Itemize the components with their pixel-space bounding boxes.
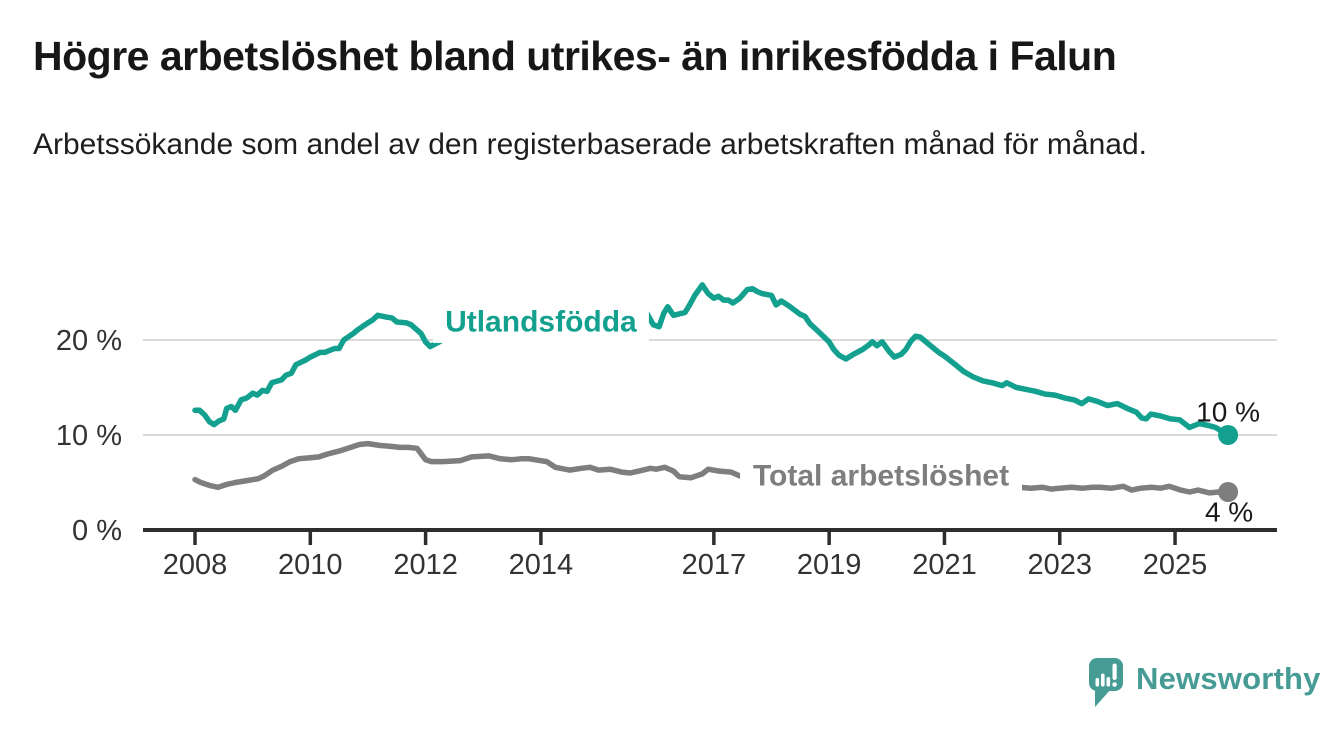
series-label-total: Total arbetslöshet bbox=[753, 459, 1009, 492]
x-tick-label-2012: 2012 bbox=[393, 549, 458, 581]
chart-subtitle: Arbetssökande som andel av den registerb… bbox=[33, 128, 1147, 161]
end-value-label-utlandsfodda: 10 % bbox=[1196, 397, 1260, 428]
y-tick-label-10pct: 10 % bbox=[56, 420, 122, 452]
end-dot-total bbox=[1218, 482, 1239, 502]
x-tick-label-2008: 2008 bbox=[163, 549, 228, 581]
series-label-utlandsfodda: Utlandsfödda bbox=[445, 305, 637, 338]
x-tick-label-2023: 2023 bbox=[1027, 549, 1092, 581]
newsworthy-wordmark: Newsworthy bbox=[1136, 661, 1321, 696]
series-line-total bbox=[192, 440, 1231, 496]
x-tick-label-2014: 2014 bbox=[509, 549, 574, 581]
y-tick-label-0pct: 0 % bbox=[72, 515, 122, 547]
page-title: Högre arbetslöshet bland utrikes- än inr… bbox=[33, 33, 1117, 79]
x-tick-label-2021: 2021 bbox=[912, 549, 977, 581]
speech-bubble-bar-chart-icon bbox=[1089, 658, 1123, 707]
series-line-utlandsfodda bbox=[192, 282, 1231, 438]
x-tick-label-2017: 2017 bbox=[682, 549, 747, 581]
x-tick-label-2025: 2025 bbox=[1143, 549, 1208, 581]
end-value-label-total: 4 % bbox=[1205, 497, 1253, 528]
series-label-bg-1 bbox=[740, 455, 1023, 496]
newsworthy-brand: Newsworthy bbox=[1087, 655, 1320, 713]
end-dot-utlandsfodda bbox=[1218, 425, 1239, 445]
x-tick-label-2019: 2019 bbox=[797, 549, 862, 581]
x-tick-label-2010: 2010 bbox=[278, 549, 343, 581]
y-tick-label-20pct: 20 % bbox=[56, 325, 122, 357]
series-label-bg-0 bbox=[432, 300, 649, 343]
